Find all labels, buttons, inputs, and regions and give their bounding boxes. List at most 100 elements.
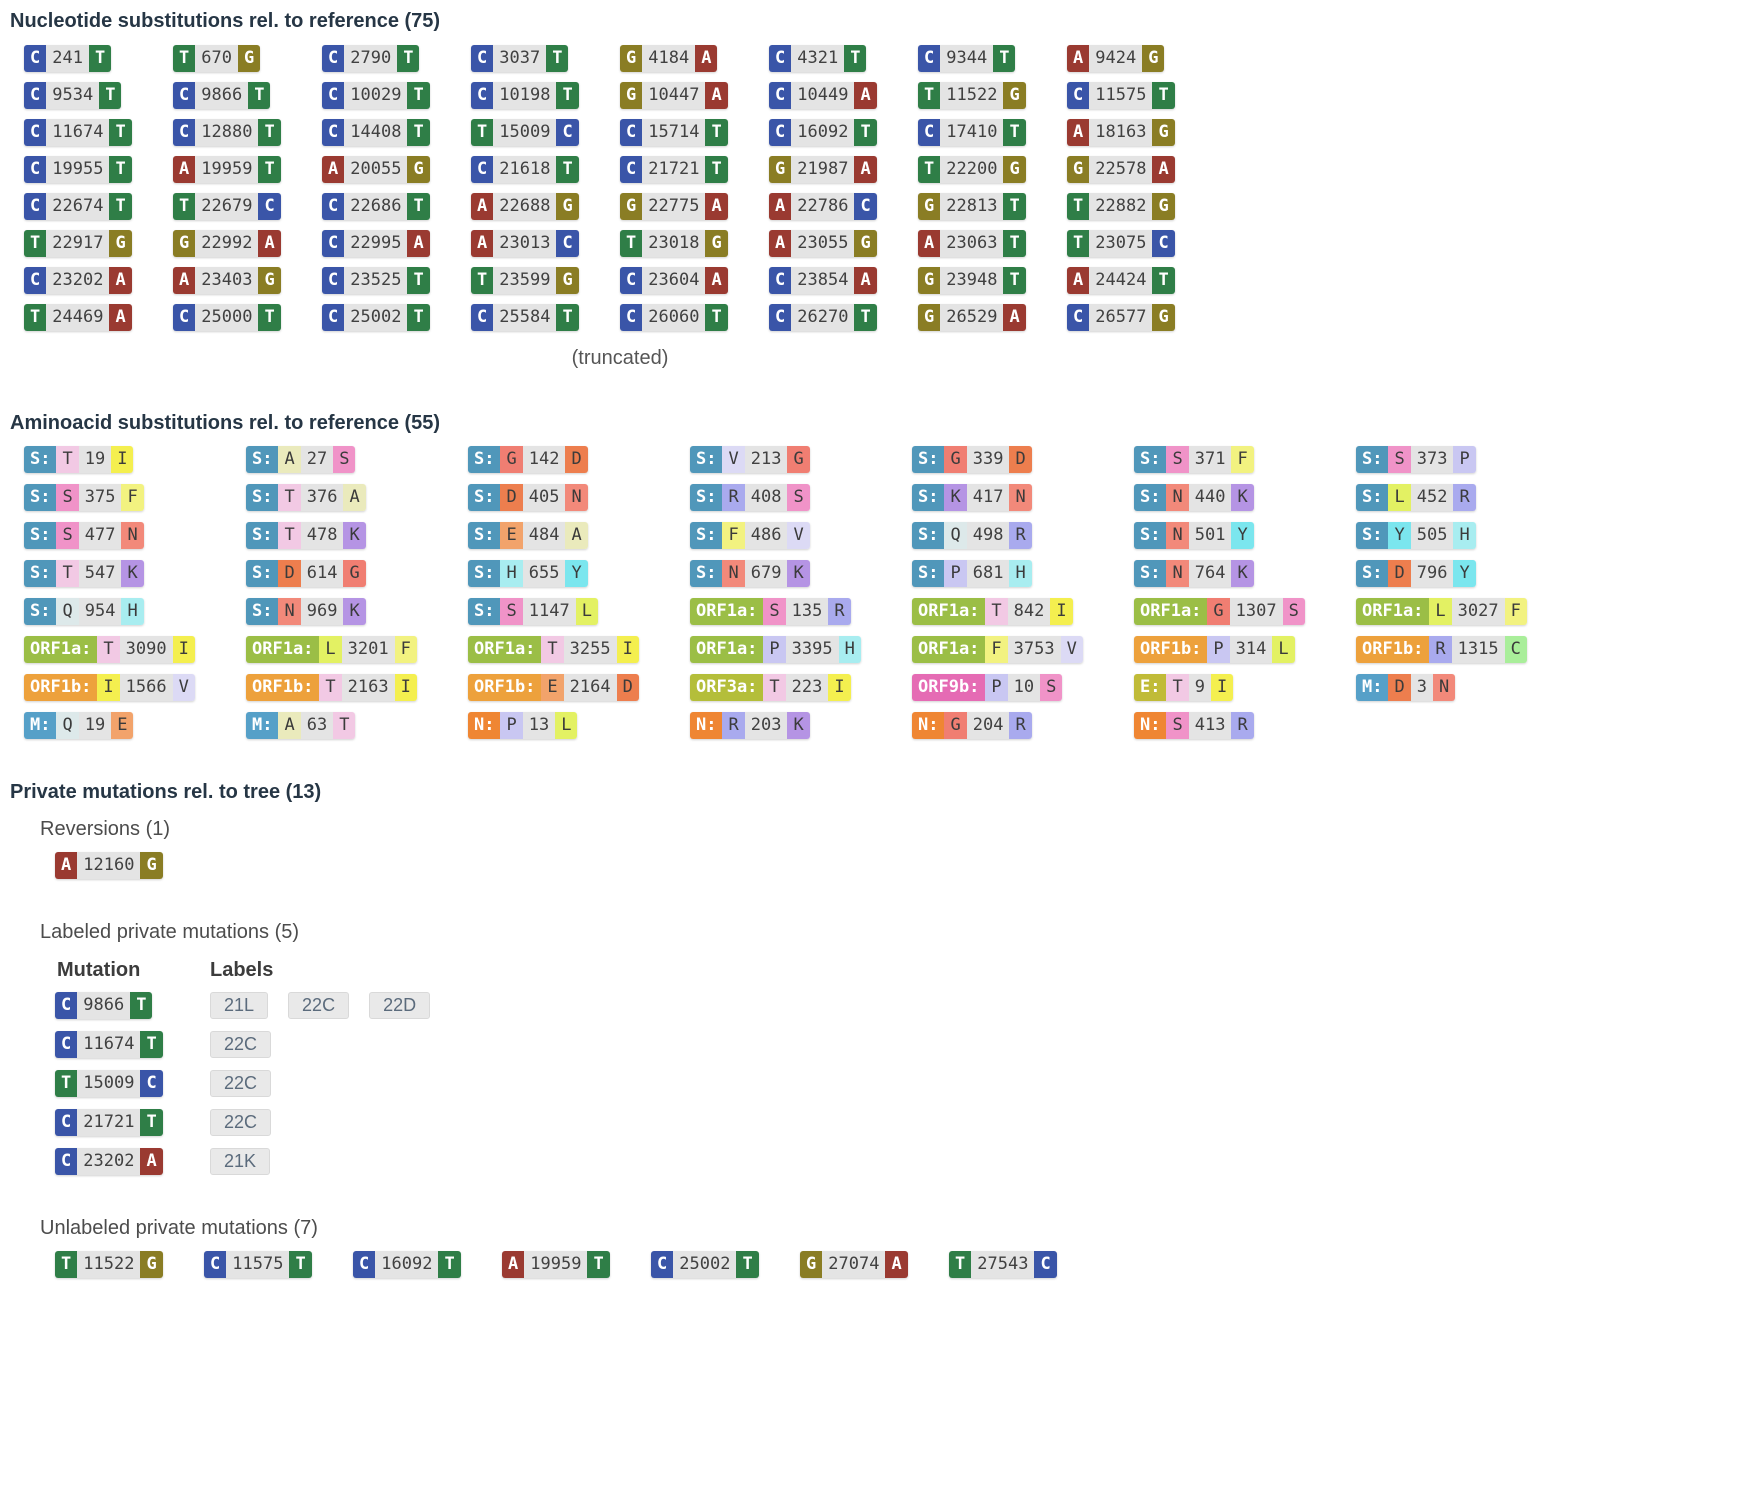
ref-aminoacid: P [1207, 636, 1230, 663]
ref-aminoacid: T [1166, 674, 1189, 701]
nuc-mutation-badge: A 24424 T [1067, 267, 1175, 294]
ref-aminoacid: S [1388, 446, 1411, 473]
gene-name: S: [468, 522, 501, 549]
alt-nucleotide: T [705, 304, 728, 331]
ref-nucleotide: T [55, 1251, 78, 1278]
alt-aminoacid: N [1432, 674, 1456, 701]
alt-nucleotide: C [258, 193, 281, 220]
position: 27543 [971, 1251, 1035, 1278]
position: 10198 [493, 82, 557, 109]
gene-name: ORF1a: [912, 636, 986, 663]
ref-nucleotide: T [55, 1070, 78, 1097]
aa-mutation-badge: ORF1b: T 2163 I [246, 674, 417, 701]
alt-nucleotide: G [140, 1251, 163, 1278]
ref-nucleotide: A [918, 230, 941, 257]
nuc-mutation-badge: C 22686 T [322, 193, 430, 220]
position: 9 [1188, 674, 1211, 701]
ref-nucleotide: C [769, 267, 792, 294]
position: 223 [785, 674, 829, 701]
alt-nucleotide: G [1152, 304, 1175, 331]
unlabeled-private-subsection: Unlabeled private mutations (7) T 11522 G C… [10, 1215, 1730, 1278]
gene-name: ORF1b: [24, 674, 98, 701]
nuc-mutation-badge: C 9866 T [173, 82, 271, 109]
nuc-mutation-badge: G 23948 T [918, 267, 1026, 294]
gene-name: S: [246, 560, 279, 587]
ref-aminoacid: S [500, 598, 523, 625]
gene-name: S: [912, 484, 945, 511]
position: 477 [78, 522, 122, 549]
position: 3037 [493, 45, 547, 72]
ref-aminoacid: G [944, 446, 967, 473]
position: 19 [78, 446, 112, 473]
aa-mutation-badge: S: V 213 G [690, 446, 810, 473]
gene-name: S: [24, 522, 57, 549]
nuc-mutation-badge: G 4184 A [620, 45, 718, 72]
position: 22786 [791, 193, 855, 220]
alt-nucleotide: G [109, 230, 132, 257]
nuc-mutation-badge: C 16092 T [769, 119, 877, 146]
position: 501 [1188, 522, 1232, 549]
position: 9534 [46, 82, 100, 109]
gene-name: ORF1b: [468, 674, 542, 701]
ref-nucleotide: A [173, 156, 196, 183]
ref-nucleotide: C [769, 119, 792, 146]
labels-cell: 22C [210, 1031, 272, 1058]
nuc-mutation-badge: G 10447 A [620, 82, 728, 109]
nuc-mutation-badge: C 12880 T [173, 119, 281, 146]
aa-mutation-badge: S: S 371 F [1134, 446, 1254, 473]
alt-aminoacid: H [1009, 560, 1032, 587]
nuc-mutation-badge: T 27543 C [949, 1251, 1057, 1278]
gene-name: S: [1356, 560, 1389, 587]
position: 20055 [344, 156, 408, 183]
position: 3395 [785, 636, 839, 663]
ref-nucleotide: C [55, 1031, 78, 1058]
ref-aminoacid: R [1429, 636, 1452, 663]
alt-nucleotide: T [993, 45, 1016, 72]
alt-nucleotide: G [258, 267, 281, 294]
alt-nucleotide: T [258, 119, 281, 146]
alt-nucleotide: A [854, 267, 877, 294]
ref-aminoacid: T [763, 674, 786, 701]
aa-mutation-badge: ORF1a: T 842 I [912, 598, 1073, 625]
position: 15714 [642, 119, 706, 146]
position: 22200 [940, 156, 1004, 183]
alt-aminoacid: L [555, 712, 578, 739]
gene-name: N: [690, 712, 723, 739]
aa-mutation-badge: S: N 679 K [690, 560, 810, 587]
position: 452 [1410, 484, 1454, 511]
ref-nucleotide: C [471, 45, 494, 72]
nuc-mutation-badge: G 21987 A [769, 156, 877, 183]
nuc-mutation-badge: A 9424 G [1067, 45, 1165, 72]
ref-nucleotide: C [471, 304, 494, 331]
aa-mutation-badge: S: P 681 H [912, 560, 1032, 587]
gene-name: ORF1a: [24, 636, 98, 663]
ref-aminoacid: P [763, 636, 786, 663]
gene-name: ORF1a: [690, 598, 764, 625]
alt-aminoacid: H [121, 598, 144, 625]
nuc-mutation-badge: C 11575 T [1067, 82, 1175, 109]
nuc-mutation-badge: T 22917 G [24, 230, 132, 257]
aa-mutation-badge: ORF1a: G 1307 S [1134, 598, 1305, 625]
position: 15009 [77, 1070, 141, 1097]
nuc-mutation-badge: C 9866 T [55, 992, 153, 1019]
position: 3201 [341, 636, 395, 663]
position: 764 [1188, 560, 1232, 587]
ref-aminoacid: G [944, 712, 967, 739]
alt-aminoacid: D [1009, 446, 1032, 473]
aa-mutation-badge: E: T 9 I [1134, 674, 1234, 701]
ref-nucleotide: T [471, 119, 494, 146]
clade-label-chip: 22C [210, 1109, 272, 1136]
gene-name: S: [1356, 446, 1389, 473]
gene-name: S: [468, 598, 501, 625]
position: 19959 [524, 1251, 588, 1278]
gene-name: S: [1356, 522, 1389, 549]
ref-aminoacid: T [278, 522, 301, 549]
alt-aminoacid: F [1231, 446, 1254, 473]
aa-mutation-badge: M: A 63 T [246, 712, 356, 739]
position: 4321 [791, 45, 845, 72]
mutation-cell: C 23202 A [55, 1148, 210, 1175]
alt-nucleotide: T [1003, 267, 1026, 294]
alt-nucleotide: A [695, 45, 718, 72]
clade-label-chip: 22C [288, 992, 350, 1019]
unlabeled-private-title: Unlabeled private mutations (7) [40, 1217, 318, 1239]
